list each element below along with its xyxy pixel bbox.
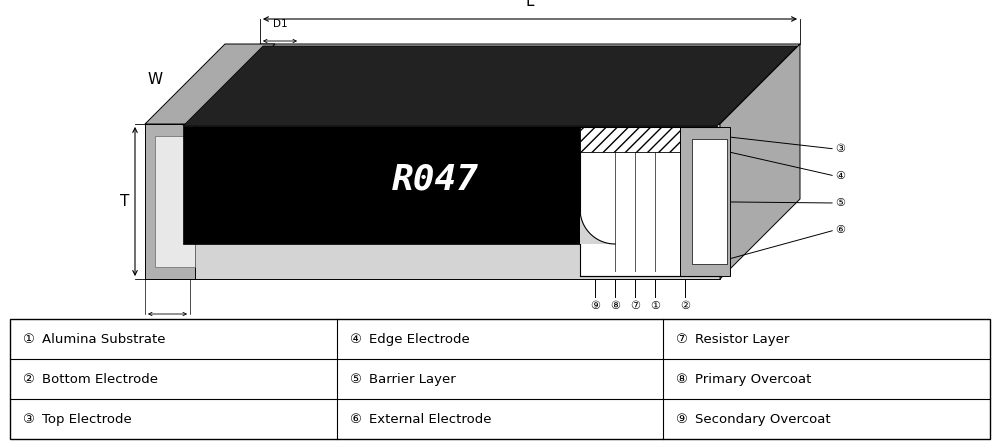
Text: Alumina Substrate: Alumina Substrate: [42, 333, 166, 345]
Polygon shape: [580, 127, 700, 152]
Text: ③: ③: [22, 412, 34, 425]
Polygon shape: [183, 126, 717, 244]
Text: ④: ④: [835, 171, 845, 181]
Text: Top Electrode: Top Electrode: [42, 412, 132, 425]
Text: ⑧: ⑧: [675, 373, 687, 385]
Polygon shape: [180, 124, 720, 279]
Text: ⑤: ⑤: [835, 198, 845, 208]
Text: T: T: [120, 194, 130, 209]
Text: D2: D2: [160, 326, 175, 336]
Text: R047: R047: [392, 163, 479, 197]
Polygon shape: [580, 127, 720, 276]
Text: ⑨: ⑨: [590, 301, 600, 311]
Text: Edge Electrode: Edge Electrode: [369, 333, 469, 345]
Text: ②: ②: [22, 373, 34, 385]
Text: Secondary Overcoat: Secondary Overcoat: [695, 412, 831, 425]
Polygon shape: [692, 139, 727, 264]
Text: ⑤: ⑤: [349, 373, 361, 385]
Text: ①: ①: [650, 301, 660, 311]
Text: W: W: [147, 71, 163, 87]
Text: ④: ④: [349, 333, 361, 345]
Text: Resistor Layer: Resistor Layer: [695, 333, 790, 345]
Text: ⑧: ⑧: [610, 301, 620, 311]
Polygon shape: [145, 124, 195, 279]
Text: Barrier Layer: Barrier Layer: [369, 373, 455, 385]
Text: Primary Overcoat: Primary Overcoat: [695, 373, 812, 385]
Text: L: L: [526, 0, 534, 9]
Polygon shape: [580, 209, 615, 276]
Text: ⑨: ⑨: [675, 412, 687, 425]
Polygon shape: [145, 44, 275, 124]
FancyBboxPatch shape: [10, 319, 990, 439]
Text: ⑥: ⑥: [835, 225, 845, 235]
Text: External Electrode: External Electrode: [369, 412, 491, 425]
Text: D1: D1: [273, 19, 287, 29]
Text: ⑦: ⑦: [630, 301, 640, 311]
Text: Bottom Electrode: Bottom Electrode: [42, 373, 158, 385]
Text: ⑥: ⑥: [349, 412, 361, 425]
Polygon shape: [680, 127, 730, 276]
Polygon shape: [720, 44, 800, 279]
Text: ①: ①: [22, 333, 34, 345]
Text: ③: ③: [835, 144, 845, 154]
Text: ⑦: ⑦: [675, 333, 687, 345]
Polygon shape: [183, 46, 797, 126]
Polygon shape: [180, 44, 800, 124]
Text: ②: ②: [680, 301, 690, 311]
Polygon shape: [155, 136, 195, 267]
